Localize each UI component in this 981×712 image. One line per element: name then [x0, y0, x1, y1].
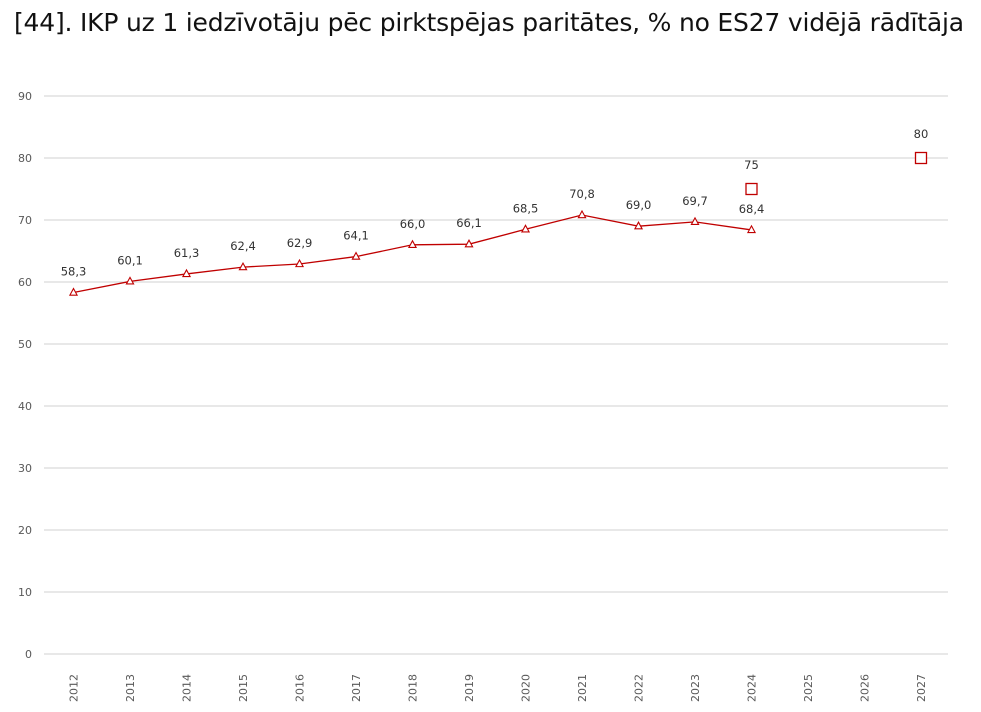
data-point: [464, 239, 474, 248]
data-label: 70,8: [569, 187, 595, 201]
data-label: 68,5: [513, 201, 539, 215]
data-label: 61,3: [174, 246, 200, 260]
data-point: [690, 216, 700, 226]
data-point: [238, 261, 248, 271]
x-tick-label: 2022: [633, 674, 646, 702]
x-tick-label: 2014: [181, 674, 194, 702]
data-label: 62,4: [230, 239, 256, 253]
y-tick-label: 60: [18, 276, 32, 289]
data-point: [633, 221, 644, 230]
data-label: 69,0: [626, 198, 652, 212]
data-label: 62,9: [287, 236, 313, 250]
data-label: 60,1: [117, 253, 143, 267]
x-tick-label: 2019: [463, 674, 476, 702]
y-tick-label: 90: [18, 90, 32, 103]
data-label: 64,1: [343, 229, 369, 243]
data-label: 69,7: [682, 194, 708, 208]
data-point: [577, 209, 587, 219]
x-tick-label: 2017: [350, 674, 363, 702]
data-point: [351, 251, 361, 260]
data-label: 66,1: [456, 216, 482, 230]
chart-title: [44]. IKP uz 1 iedzīvotāju pēc pirktspēj…: [14, 8, 964, 37]
x-tick-label: 2021: [576, 674, 589, 702]
data-point: [125, 276, 135, 285]
y-tick-label: 50: [18, 338, 32, 351]
x-tick-label: 2012: [68, 674, 81, 702]
data-point: [294, 258, 305, 268]
y-tick-label: 10: [18, 586, 32, 599]
x-tick-label: 2016: [294, 674, 307, 702]
data-label: 75: [744, 158, 759, 172]
x-tick-label: 2025: [802, 674, 815, 702]
target-point: [914, 151, 928, 165]
data-label: 66,0: [400, 217, 426, 231]
y-tick-label: 0: [25, 648, 32, 661]
target-point: [745, 182, 758, 196]
data-point: [520, 224, 531, 233]
x-tick-label: 2020: [520, 674, 533, 702]
x-tick-label: 2024: [746, 674, 759, 702]
data-label: 80: [914, 127, 929, 141]
data-label: 58,3: [61, 265, 87, 279]
y-tick-label: 80: [18, 152, 32, 165]
x-tick-label: 2023: [689, 674, 702, 702]
data-point: [68, 287, 79, 296]
x-tick-label: 2013: [124, 674, 137, 702]
x-tick-label: 2018: [407, 674, 420, 702]
data-point: [407, 239, 418, 248]
y-tick-label: 30: [18, 462, 32, 475]
data-point: [746, 224, 757, 234]
y-tick-label: 20: [18, 524, 32, 537]
data-label: 68,4: [739, 202, 765, 216]
y-tick-label: 70: [18, 214, 32, 227]
data-point: [181, 268, 192, 278]
x-tick-label: 2015: [237, 674, 250, 702]
x-tick-label: 2027: [915, 674, 928, 702]
y-tick-label: 40: [18, 400, 32, 413]
x-tick-label: 2026: [859, 674, 872, 702]
